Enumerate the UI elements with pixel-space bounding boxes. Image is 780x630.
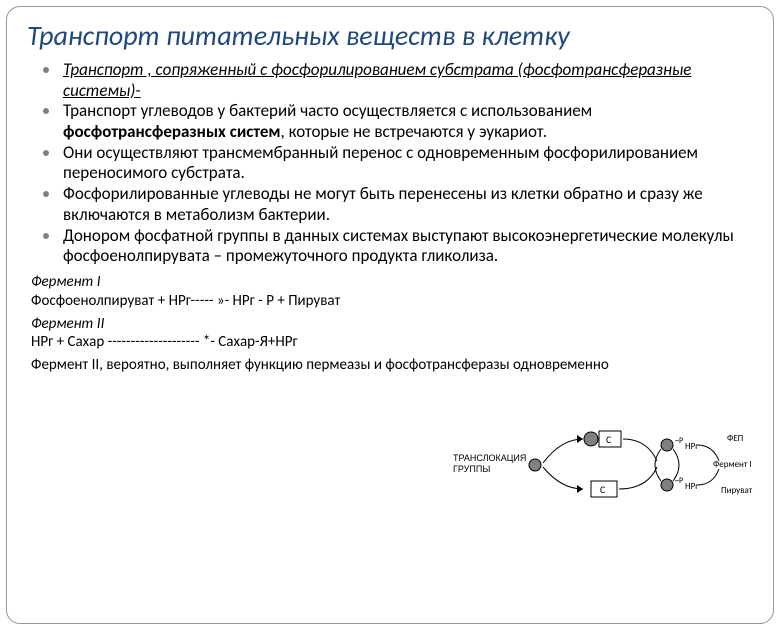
enzyme1: Фермент I Фосфоенолпируват + НРг----- »-…	[31, 273, 753, 311]
txt-hpr: НРг	[685, 481, 699, 492]
cycle-l	[655, 449, 661, 481]
txt-fep: ФЕП	[727, 433, 743, 444]
enzyme2-line: НРг + Сахар -------------------- *- Саха…	[31, 333, 753, 352]
enzyme1-line: Фосфоенолпируват + НРг----- »- НРг - Р +…	[31, 292, 753, 311]
arrow-r2	[619, 467, 657, 489]
bullet-0: Транспорт , сопряженный с фосфорилирован…	[63, 60, 753, 101]
dot-left	[529, 459, 541, 471]
dot-hpr-p	[661, 439, 673, 451]
diag-label-2: ГРУППЫ	[453, 464, 490, 474]
enzyme2: Фермент II НРг + Сахар -----------------…	[31, 315, 753, 353]
page-title: Транспорт питательных веществ в клетку	[27, 21, 753, 52]
bullet-1c: , которые не встречаются у эукариот.	[280, 121, 547, 142]
txt-sugar-bot: С	[600, 483, 606, 496]
bullet-2: Они осуществляют трансмембранный перенос…	[63, 143, 753, 184]
bottom-block: Фермент I Фосфоенолпируват + НРг----- »-…	[27, 273, 753, 375]
enzyme2-hdr: Фермент II	[31, 315, 753, 334]
bullet-1a: Транспорт углеводов у бактерий часто осу…	[63, 100, 592, 121]
txt-pyruv: Пируват	[721, 485, 753, 496]
bullet-1b: фосфотрансферазных систем	[63, 121, 280, 142]
footnote: Фермент II, вероятно, выполняет функцию …	[31, 356, 753, 375]
txt-ferm1: Фермент I	[713, 459, 752, 470]
far-d	[697, 469, 719, 485]
dot-sugar-top	[584, 432, 598, 446]
enzyme1-hdr: Фермент I	[31, 273, 753, 292]
arrow-up-head	[577, 435, 583, 443]
txt-hpr-p: НРг	[685, 441, 699, 452]
arrow-r1	[623, 439, 657, 461]
diag-label-1: ТРАНСЛОКАЦИЯ	[453, 453, 526, 463]
dot-hpr	[661, 479, 673, 491]
txt-p: ~Р	[675, 436, 683, 446]
txt-sugar-top: С	[606, 433, 612, 446]
bullet-1: Транспорт углеводов у бактерий часто осу…	[63, 101, 753, 142]
bullet-3: Фосфорилированные углеводы не могут быть…	[63, 184, 753, 225]
bullet-4: Донором фосфатной группы в данных систем…	[63, 226, 753, 267]
arrow-dn-head	[577, 485, 583, 493]
txt-p2: ~Р	[675, 476, 683, 486]
bullet-list: Транспорт , сопряженный с фосфорилирован…	[27, 60, 753, 267]
translocation-diagram: ТРАНСЛОКАЦИЯ ГРУППЫ С С ~Р НРг ~Р НРг ФЕ…	[451, 423, 761, 507]
slide-frame: Транспорт питательных веществ в клетку Т…	[6, 6, 774, 624]
